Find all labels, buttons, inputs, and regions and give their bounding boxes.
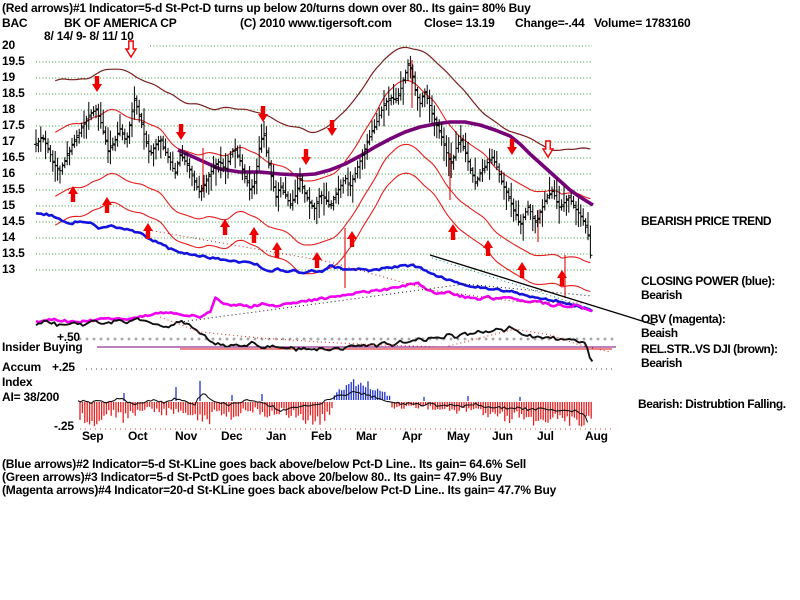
month-label: Apr bbox=[402, 429, 423, 443]
volume-value: Volume= 1783160 bbox=[594, 16, 691, 30]
buy-arrow-icon bbox=[557, 270, 567, 286]
accum-index-line bbox=[77, 390, 589, 423]
indicator-signal-line: (Red arrows)#1 Indicator=5-d St-Pct-D tu… bbox=[2, 1, 531, 15]
upper-band-maroon bbox=[54, 46, 591, 151]
price-axis-label: 13 bbox=[2, 262, 15, 276]
month-label: Sep bbox=[82, 429, 104, 443]
plus25-label: +.25 bbox=[52, 360, 75, 374]
month-label: Oct bbox=[128, 429, 148, 443]
month-label: Aug bbox=[585, 429, 608, 443]
volume-distribution-bars-red bbox=[79, 402, 592, 427]
month-label: Jul bbox=[537, 429, 554, 443]
company-name: BK OF AMERICA CP bbox=[64, 16, 177, 30]
price-axis-label: 14.5 bbox=[2, 214, 25, 228]
distribution-status: Bearish: Distrubtion Falling. bbox=[638, 397, 786, 411]
minus25-label: -.25 bbox=[54, 419, 74, 433]
buy-arrow-icon bbox=[517, 262, 527, 278]
long-ma-purple bbox=[177, 120, 594, 207]
relstr-red-dotted bbox=[159, 316, 611, 353]
price-axis-label: 18 bbox=[2, 102, 15, 116]
price-axis-label: 16 bbox=[2, 166, 15, 180]
buy-arrow-icon bbox=[347, 231, 357, 247]
cp-red-dotted bbox=[147, 229, 586, 304]
month-label: Mar bbox=[356, 429, 377, 443]
buy-arrow-icon bbox=[312, 252, 322, 268]
sell-arrow-icon bbox=[301, 149, 311, 165]
blue-arrows-legend: (Blue arrows)#2 Indicator=5-d St-KLine g… bbox=[2, 457, 527, 471]
price-trend-status: BEARISH PRICE TREND bbox=[641, 214, 772, 228]
price-axis-label: 17 bbox=[2, 134, 15, 148]
buy-arrow-icon bbox=[143, 223, 153, 239]
plus50-label: +.50 bbox=[57, 330, 80, 344]
price-axis-label: 15 bbox=[2, 198, 15, 212]
index-label: Index bbox=[2, 375, 33, 389]
green-arrows-legend: (Green arrows)#3 Indicator=5-d St-PctD g… bbox=[2, 470, 502, 484]
change-value: Change=-.44 bbox=[515, 16, 585, 30]
ohlc-price-bars bbox=[34, 55, 593, 259]
buy-arrow-icon bbox=[483, 240, 493, 256]
closing-power-status: Bearish bbox=[641, 288, 682, 302]
closing-power-line bbox=[35, 212, 594, 313]
price-axis-label: 15.5 bbox=[2, 182, 25, 196]
close-value: Close= 13.19 bbox=[424, 16, 495, 30]
obv-status: Beaish bbox=[641, 326, 678, 340]
sell-arrow-icon bbox=[176, 124, 186, 140]
accum-label: Accum bbox=[2, 360, 42, 374]
price-axis-label: 13.5 bbox=[2, 246, 25, 260]
buy-arrow-icon bbox=[67, 186, 78, 202]
sell-arrow-hollow-icon bbox=[124, 40, 138, 59]
month-label: Dec bbox=[221, 429, 243, 443]
buy-arrow-icon bbox=[448, 224, 458, 240]
closing-power-label: CLOSING POWER (blue): bbox=[641, 274, 775, 288]
price-axis-label: 19 bbox=[2, 70, 15, 84]
price-axis-label: 19.5 bbox=[2, 54, 25, 68]
month-label: Jan bbox=[266, 429, 287, 443]
buy-arrow-icon bbox=[220, 219, 230, 235]
buy-arrow-icon bbox=[249, 227, 259, 243]
month-label: Jun bbox=[492, 429, 513, 443]
price-axis-label: 18.5 bbox=[2, 86, 25, 100]
price-axis-label: 20 bbox=[2, 38, 15, 52]
sell-arrow-icon bbox=[91, 76, 102, 92]
obv-line bbox=[35, 281, 593, 325]
mid-band-red bbox=[54, 143, 591, 264]
copyright-text: (C) 2010 www.tigersoft.com bbox=[240, 16, 392, 30]
volume-distribution-bars-blue bbox=[123, 379, 521, 401]
ai-ratio-label: AI= 38/200 bbox=[2, 390, 60, 404]
obv-label: OBV (magenta): bbox=[641, 312, 726, 326]
buy-arrow-icon bbox=[101, 197, 112, 213]
cp-downtrend-line bbox=[429, 254, 656, 326]
sell-arrow-icon bbox=[258, 106, 268, 122]
sell-arrow-icon bbox=[507, 139, 517, 155]
price-axis-label: 14 bbox=[2, 230, 15, 244]
relative-strength-line bbox=[35, 317, 594, 362]
date-range: 8/ 14/ 9- 8/ 11/ 10 bbox=[44, 29, 134, 43]
price-axis-label: 16.5 bbox=[2, 150, 25, 164]
month-label: May bbox=[447, 429, 470, 443]
month-label: Nov bbox=[175, 429, 198, 443]
sell-arrow-hollow-icon bbox=[541, 140, 555, 159]
rel-str-label: REL.STR..VS DJI (brown): bbox=[641, 342, 778, 356]
sell-arrow-icon bbox=[327, 120, 337, 136]
price-axis-label: 17.5 bbox=[2, 118, 25, 132]
magenta-arrows-legend: (Magenta arrows)#4 Indicator=20-d St-KLi… bbox=[2, 483, 557, 497]
insider-buying-label: Insider Buying bbox=[2, 340, 83, 354]
rel-str-status: Bearish bbox=[641, 356, 682, 370]
ticker-symbol: BAC bbox=[2, 16, 28, 30]
cp-teal-dotted bbox=[431, 257, 593, 310]
buy-arrow-icon bbox=[272, 242, 282, 258]
month-label: Feb bbox=[311, 429, 332, 443]
